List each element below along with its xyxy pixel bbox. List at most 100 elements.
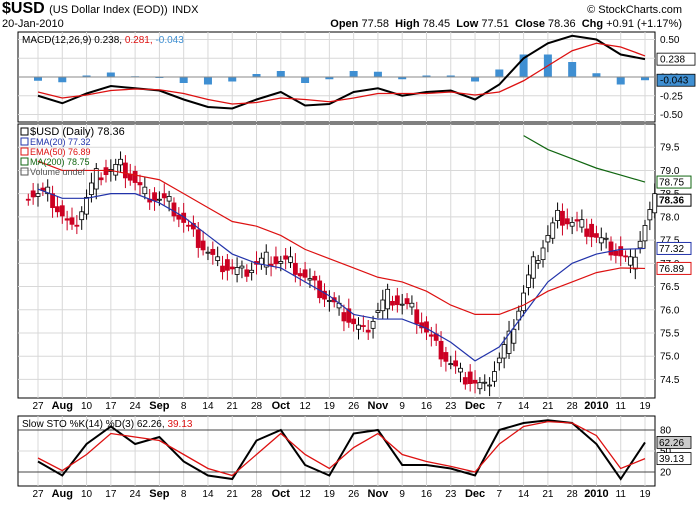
sto-d-line — [37, 420, 646, 477]
price-candle-body — [186, 224, 191, 227]
price-y-tick-label: 77.5 — [660, 236, 680, 247]
price-candle-body — [132, 170, 138, 183]
price-legend-swatch — [20, 147, 29, 156]
x-axis-label: 27 — [32, 401, 44, 412]
macd-histogram-bar — [446, 75, 455, 77]
x-axis-label: 21 — [227, 401, 239, 412]
x-axis-label: 21 — [542, 489, 554, 500]
macd-value-label: 0.238 — [660, 55, 685, 66]
x-axis-label: 12 — [300, 489, 312, 500]
x-axis-label: 19 — [324, 401, 336, 412]
x-axis-label: 14 — [202, 401, 214, 412]
chart-header: $USD (US Dollar Index (EOD)) INDX 20-Jan… — [0, 0, 700, 32]
copyright-link[interactable]: © StockCharts.com — [587, 4, 682, 16]
price-legend-label: $USD (Daily) 78.36 — [30, 126, 125, 138]
x-axis-label: 28 — [251, 489, 263, 500]
symbol-name: (US Dollar Index (EOD)) — [49, 4, 168, 16]
price-candle-body — [360, 325, 366, 327]
x-axis-label: 23 — [445, 489, 457, 500]
price-candle-body — [113, 164, 119, 176]
sto-legend: Slow STO %K(14) %D(3) 62.26, 39.13 — [22, 419, 193, 430]
x-axis-label: Sep — [149, 400, 169, 412]
price-candle-body — [453, 360, 459, 367]
price-candle-body — [69, 217, 75, 225]
price-candle-body — [613, 250, 619, 256]
price-candle-body — [521, 292, 526, 312]
x-axis-label: 24 — [130, 401, 142, 412]
macd-legend-part: 0.281, — [125, 35, 156, 46]
x-axis-label: 8 — [181, 401, 187, 412]
price-candle-body — [176, 214, 182, 220]
x-axis-label: 21 — [542, 401, 554, 412]
x-axis-label: 16 — [421, 401, 433, 412]
price-candle-body — [118, 158, 123, 166]
price-candle-body — [647, 209, 653, 221]
price-candle-body — [399, 303, 405, 306]
price-candle-body — [98, 177, 104, 181]
price-candle-body — [618, 246, 624, 257]
chart-date: 20-Jan-2010 — [2, 18, 64, 30]
price-candle-body — [385, 288, 391, 310]
price-candle-body — [152, 192, 157, 202]
price-legend-label: Volume undef — [30, 167, 86, 177]
x-axis-label: 17 — [105, 489, 117, 500]
price-candle-body — [210, 248, 216, 255]
price-candle-body — [200, 240, 206, 251]
price-candle-body — [93, 168, 99, 190]
macd-histogram-bar — [252, 74, 261, 77]
price-candle-body — [292, 262, 298, 275]
close-value: 78.36 — [548, 18, 576, 30]
price-candle-body — [283, 255, 289, 260]
price-candle-body — [59, 205, 65, 217]
price-legend-swatch — [20, 137, 29, 146]
macd-histogram-bar — [616, 77, 625, 85]
x-axis-label: 2010 — [584, 400, 608, 412]
price-candle-body — [166, 196, 172, 202]
sto-legend-part: 39.13 — [167, 419, 192, 430]
price-candle-body — [50, 193, 55, 208]
price-candle-body — [205, 251, 211, 254]
price-candle-body — [535, 260, 541, 264]
macd-histogram-bar — [471, 77, 480, 82]
macd-histogram-bar — [106, 72, 115, 77]
price-candle-body — [351, 318, 357, 325]
price-candle-body — [462, 377, 468, 385]
x-axis-label: 16 — [421, 489, 433, 500]
price-candle-body — [443, 352, 449, 362]
macd-legend-part: -0.043 — [155, 35, 184, 46]
price-value-label: 76.89 — [659, 264, 684, 275]
price-candle-body — [55, 206, 60, 213]
price-candle-body — [467, 371, 473, 385]
x-axis-label: Aug — [52, 488, 73, 500]
x-axis-label: 21 — [227, 489, 239, 500]
price-candle-body — [589, 223, 594, 238]
exchange-label: INDX — [172, 4, 199, 16]
price-candle-body — [526, 274, 531, 288]
macd-y-tick-label: -0.50 — [660, 110, 683, 121]
change-value: +0.91 (+1.17%) — [606, 18, 682, 30]
price-value-box — [656, 261, 692, 275]
price-candle-body — [346, 308, 352, 323]
macd-histogram-bar — [276, 71, 285, 77]
price-candle-body — [603, 237, 609, 240]
price-candle-body — [142, 186, 148, 195]
x-axis-label: Sep — [149, 488, 169, 500]
macd-legend-part: MACD(12,26,9) — [22, 35, 94, 46]
price-candle-body — [161, 193, 167, 199]
price-candle-body — [171, 202, 177, 217]
price-candle-body — [438, 340, 444, 360]
price-candle-body — [370, 320, 376, 329]
x-axis-label: 28 — [567, 401, 579, 412]
x-axis-label: Oct — [272, 400, 291, 412]
macd-histogram-bar — [519, 54, 528, 77]
macd-histogram-bar — [301, 77, 310, 83]
price-candle-body — [652, 193, 658, 214]
x-axis-label: Oct — [272, 488, 291, 500]
ohlc-summary: Open 77.58 High 78.45 Low 77.51 Close 78… — [330, 18, 682, 30]
ema20-line — [37, 188, 646, 362]
x-axis-label: 10 — [81, 401, 93, 412]
macd-histogram-bar — [592, 73, 601, 77]
price-candle-body — [579, 219, 585, 228]
x-axis-label: 14 — [518, 401, 530, 412]
price-candle-body — [25, 198, 31, 201]
